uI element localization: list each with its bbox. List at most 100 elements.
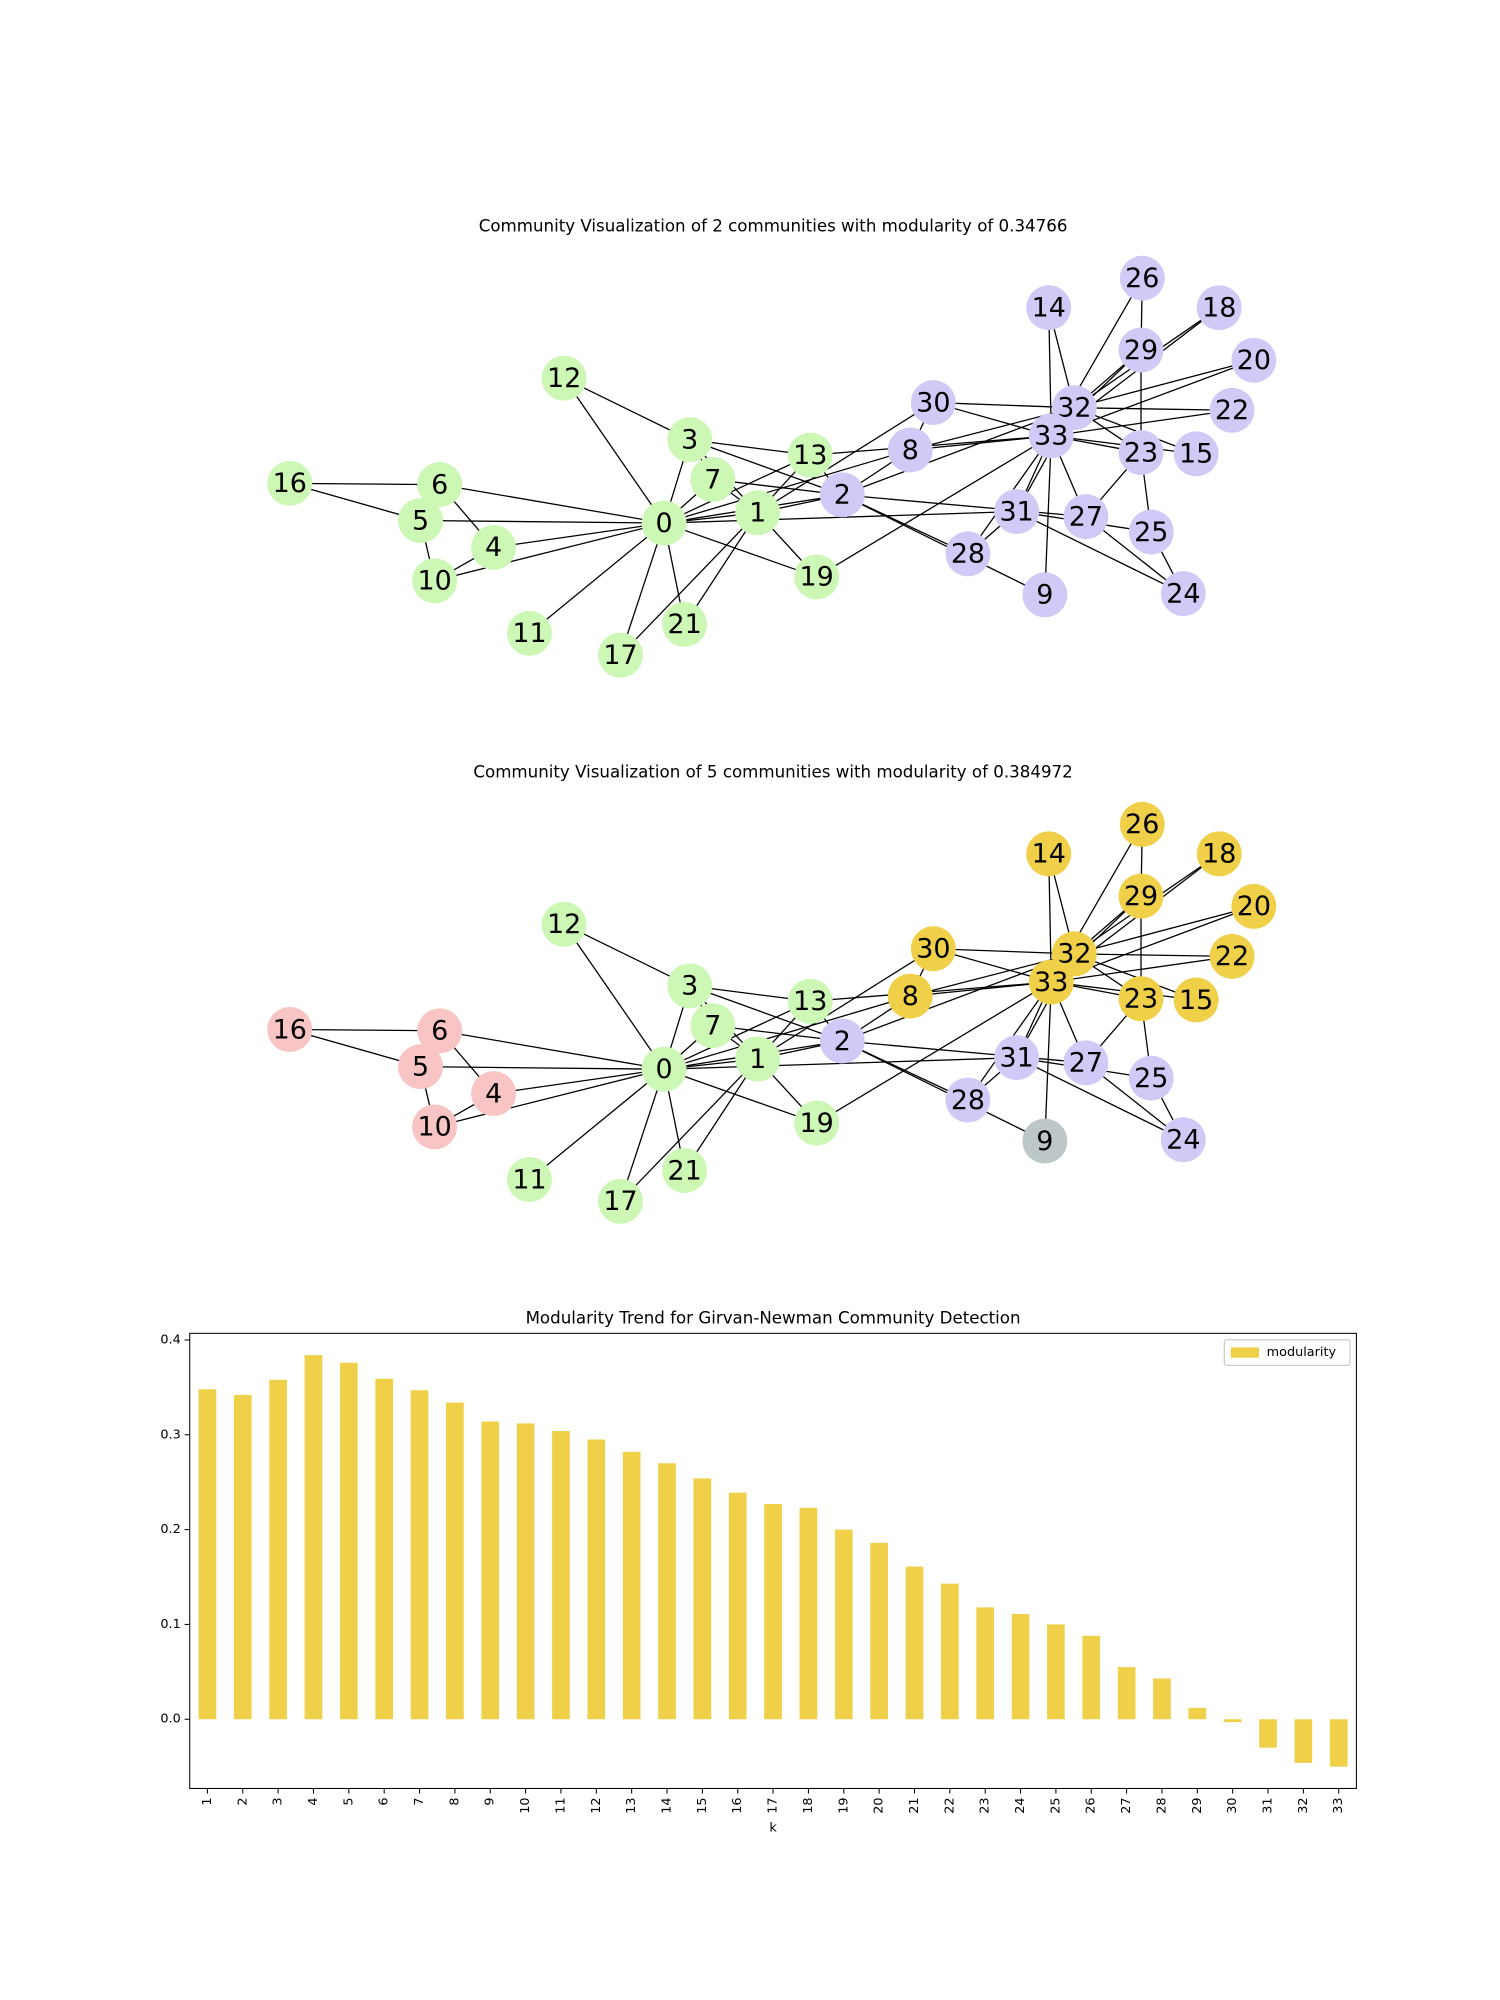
- x-tick-label: 19: [836, 1797, 851, 1813]
- edge: [563, 377, 691, 441]
- node: [910, 380, 956, 425]
- node-label: 20: [1237, 891, 1271, 922]
- node: [794, 554, 840, 600]
- node: [641, 1046, 687, 1092]
- node-label: 23: [1124, 984, 1158, 1015]
- edge: [663, 454, 811, 524]
- x-axis-label: k: [769, 1821, 777, 1836]
- node: [735, 490, 781, 536]
- edge: [289, 482, 421, 522]
- node-label: 22: [1215, 395, 1249, 426]
- chart-title: Community Visualization of 5 communities…: [473, 763, 1072, 782]
- network-graph: Community Visualization of 5 communities…: [267, 763, 1277, 1224]
- bar: [764, 1504, 782, 1720]
- node: [994, 1035, 1040, 1081]
- x-tick-label: 14: [660, 1797, 675, 1813]
- bar-chart: Modularity Trend for Girvan-Newman Commu…: [160, 1309, 1357, 1836]
- x-tick-label: 1: [200, 1797, 215, 1805]
- node-label: 13: [793, 986, 827, 1017]
- y-tick-label: 0.0: [160, 1712, 180, 1727]
- node: [1196, 285, 1242, 331]
- node-label: 33: [1034, 421, 1068, 452]
- x-tick-label: 21: [907, 1797, 922, 1813]
- edge: [529, 522, 665, 634]
- bar: [905, 1566, 924, 1720]
- node-label: 25: [1134, 1063, 1168, 1094]
- bar: [728, 1492, 747, 1720]
- node: [507, 1157, 552, 1202]
- edge: [663, 522, 817, 578]
- x-tick-label: 23: [978, 1797, 993, 1813]
- bar: [304, 1355, 323, 1720]
- bar: [233, 1394, 252, 1720]
- node-label: 2: [834, 1026, 851, 1057]
- node-label: 10: [417, 566, 451, 597]
- edge: [933, 401, 1075, 409]
- edge: [842, 494, 1086, 518]
- node: [1196, 831, 1242, 877]
- node-label: 1: [749, 1044, 766, 1075]
- node: [1118, 976, 1164, 1022]
- bar: [976, 1607, 995, 1720]
- node-label: 11: [512, 618, 546, 649]
- bar: [834, 1529, 853, 1720]
- x-tick-label: 11: [553, 1797, 568, 1813]
- edge: [933, 948, 1075, 955]
- edge: [816, 435, 1052, 578]
- bar: [552, 1430, 570, 1720]
- node-label: 22: [1215, 941, 1249, 972]
- x-tick-label: 28: [1154, 1797, 1169, 1813]
- node-label: 13: [793, 440, 827, 471]
- node-label: 31: [1000, 496, 1034, 527]
- x-tick-label: 10: [518, 1797, 533, 1813]
- node-label: 33: [1034, 967, 1068, 998]
- x-tick-label: 4: [306, 1797, 321, 1805]
- bar: [622, 1451, 641, 1720]
- y-tick-label: 0.3: [160, 1427, 180, 1442]
- node-label: 11: [512, 1164, 546, 1195]
- node-label: 29: [1124, 335, 1158, 366]
- node: [417, 462, 463, 508]
- node: [412, 558, 458, 604]
- bar: [269, 1379, 287, 1720]
- edge: [529, 1068, 665, 1180]
- node: [1118, 327, 1164, 373]
- edge: [689, 439, 843, 496]
- node-label: 12: [547, 909, 581, 940]
- node: [662, 1148, 708, 1193]
- node-label: 18: [1202, 839, 1236, 870]
- node-label: 27: [1069, 501, 1103, 532]
- bar: [481, 1421, 500, 1720]
- bar: [799, 1507, 818, 1720]
- edge: [842, 494, 1046, 596]
- node: [398, 1044, 443, 1090]
- node: [1022, 572, 1068, 618]
- edge: [563, 377, 665, 524]
- x-tick-label: 26: [1084, 1797, 1099, 1813]
- node-label: 14: [1032, 292, 1066, 323]
- edge: [563, 923, 665, 1070]
- node: [819, 1018, 865, 1064]
- node-label: 21: [667, 609, 701, 640]
- node: [1160, 1117, 1206, 1163]
- bar: [587, 1439, 606, 1720]
- x-tick-label: 12: [589, 1797, 604, 1813]
- bar: [1082, 1635, 1101, 1720]
- node-label: 8: [902, 981, 919, 1012]
- node: [690, 1003, 736, 1049]
- edge: [1016, 1057, 1184, 1141]
- node-label: 4: [485, 532, 502, 563]
- x-tick-label: 8: [447, 1797, 462, 1805]
- node-label: 6: [431, 1016, 448, 1047]
- node: [667, 417, 713, 463]
- node: [471, 1071, 517, 1117]
- node: [794, 1100, 840, 1146]
- node: [887, 427, 933, 473]
- edge: [663, 995, 911, 1070]
- x-tick-label: 17: [766, 1797, 781, 1813]
- edge: [757, 948, 934, 1060]
- edge: [1044, 982, 1052, 1142]
- node-label: 31: [1000, 1042, 1034, 1073]
- node-label: 20: [1237, 345, 1271, 376]
